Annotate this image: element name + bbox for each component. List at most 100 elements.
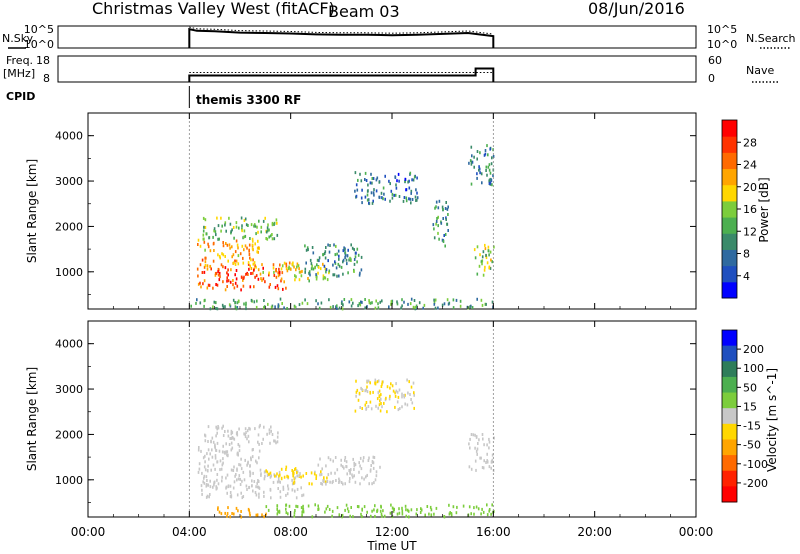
power-cell	[361, 188, 363, 192]
velocity-cell	[325, 507, 328, 511]
velocity-cell	[323, 479, 325, 483]
velocity-cell	[217, 425, 219, 428]
velocity-cell	[395, 389, 398, 393]
power-colorbar-segment	[722, 120, 737, 137]
power-cell	[278, 272, 281, 276]
x-tick-label: 08:00	[273, 525, 308, 539]
velocity-cell	[344, 456, 347, 459]
velocity-cell	[391, 384, 394, 388]
velocity-cell	[410, 385, 413, 389]
power-cell	[255, 274, 258, 278]
power-cell	[244, 217, 247, 221]
power-cell	[214, 272, 217, 275]
power-cell	[324, 256, 327, 260]
velocity-cell	[241, 496, 244, 500]
power-cell	[233, 236, 235, 240]
power-cell	[488, 182, 491, 185]
power-cell	[305, 261, 307, 265]
velocity-cell	[224, 511, 226, 515]
power-cell	[253, 285, 255, 289]
power-cell	[440, 221, 443, 225]
velocity-cell	[286, 474, 288, 478]
power-cell	[265, 230, 268, 234]
velocity-cell	[265, 469, 267, 473]
power-cell	[249, 285, 252, 289]
power-cell	[432, 223, 435, 227]
power-cell	[470, 145, 473, 149]
x-tick-label: 00:00	[679, 525, 714, 539]
velocity-cell	[362, 459, 364, 463]
velocity-cell	[285, 507, 287, 511]
velocity-cell	[226, 512, 229, 515]
power-cell	[251, 237, 254, 241]
power-cell	[268, 235, 270, 239]
power-cell	[222, 244, 225, 248]
power-cell	[206, 264, 209, 268]
power-cell	[416, 191, 418, 195]
velocity-cell	[206, 494, 209, 498]
velocity-cell	[486, 443, 488, 447]
power-cell	[408, 197, 410, 201]
velocity-cell	[338, 479, 341, 483]
velocity-cell	[258, 449, 261, 453]
power-colorbar-tick-label: 12	[743, 225, 757, 238]
power-cell	[273, 237, 276, 241]
velocity-cell	[251, 448, 254, 452]
velocity-cell	[263, 425, 265, 429]
power-cell	[254, 224, 257, 228]
power-cell	[224, 255, 226, 258]
power-cell	[238, 226, 240, 230]
power-cell	[489, 177, 492, 181]
power-cell	[255, 305, 258, 309]
power-cell	[308, 271, 310, 275]
power-cell	[233, 286, 236, 290]
y-tick-label: 2000	[55, 220, 83, 233]
power-cell	[257, 230, 259, 234]
velocity-cell	[353, 462, 356, 466]
power-cell	[364, 178, 366, 181]
velocity-cell	[243, 478, 246, 482]
power-cell	[245, 272, 247, 276]
velocity-cell	[215, 425, 217, 429]
power-cell	[235, 259, 238, 263]
power-cell	[217, 224, 220, 228]
velocity-cell	[255, 459, 257, 463]
power-cell	[224, 305, 226, 309]
velocity-cell	[352, 457, 354, 461]
velocity-cell	[413, 393, 415, 397]
velocity-cell	[380, 402, 382, 405]
velocity-cell	[298, 474, 300, 478]
velocity-cell	[207, 440, 209, 443]
power-cell	[322, 262, 324, 266]
power-cell	[342, 272, 344, 276]
power-cell	[227, 268, 229, 272]
velocity-y-axis-label: Slant Range [km]	[25, 367, 39, 471]
velocity-panel-frame	[87, 320, 697, 518]
power-cell	[478, 167, 481, 171]
power-cell	[351, 246, 354, 250]
velocity-cell	[338, 513, 341, 517]
power-cell	[199, 281, 201, 285]
power-cell	[491, 300, 494, 304]
velocity-cell	[357, 398, 360, 402]
velocity-cell	[372, 455, 375, 459]
velocity-cell	[259, 423, 261, 427]
power-cell	[401, 304, 403, 308]
velocity-cell	[266, 473, 269, 477]
velocity-cell	[197, 448, 200, 452]
velocity-cell	[379, 465, 381, 469]
velocity-cell	[386, 385, 389, 389]
power-cell	[296, 265, 298, 269]
power-cell	[398, 195, 401, 198]
velocity-cell	[472, 433, 475, 437]
velocity-cell	[391, 506, 394, 510]
velocity-cell	[205, 475, 208, 479]
power-cell	[207, 245, 210, 249]
power-cell	[277, 271, 279, 275]
velocity-cell	[481, 507, 483, 511]
velocity-cell	[488, 508, 491, 511]
velocity-cell	[232, 469, 235, 472]
velocity-cell	[248, 426, 250, 430]
velocity-cell	[355, 390, 358, 394]
